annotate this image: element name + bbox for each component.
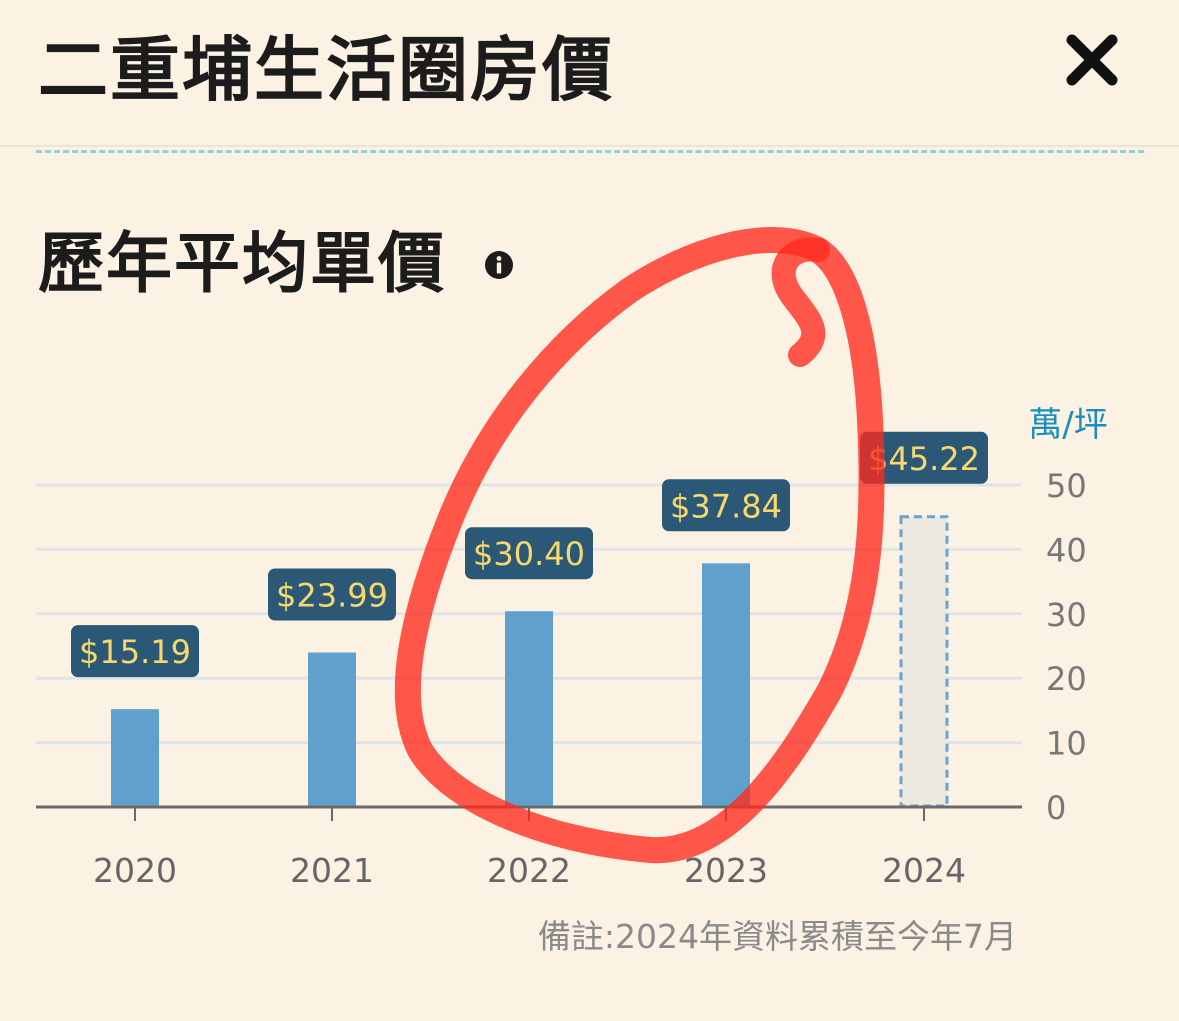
y-tick-label: 30: [1046, 596, 1087, 634]
data-label: $45.22: [868, 440, 980, 478]
close-icon[interactable]: [1062, 30, 1122, 90]
footnote: 備註:2024年資料累積至今年7月: [537, 917, 1017, 956]
data-label-badge: [71, 625, 199, 678]
x-axis: 2020 2021 2022 2023 2024: [36, 805, 1022, 890]
bar-2020[interactable]: [111, 709, 159, 807]
data-label: $23.99: [276, 577, 388, 615]
x-tick-label: 2023: [684, 851, 768, 890]
header: 二重埔生活圈房價: [0, 0, 1179, 147]
y-tick-label: 50: [1046, 467, 1087, 505]
x-tick-label: 2020: [93, 851, 177, 890]
bars: [111, 515, 949, 808]
y-axis-unit: 萬/坪: [1028, 405, 1107, 445]
dashed-divider: [36, 150, 1144, 153]
data-label: $15.19: [79, 633, 191, 671]
hand-drawn-circle-annotation: [394, 227, 885, 864]
data-label: $37.84: [670, 487, 782, 525]
bar-2023[interactable]: [702, 563, 750, 807]
data-label-badge: [662, 479, 790, 532]
x-tick-label: 2024: [882, 851, 966, 890]
x-tick-label: 2022: [487, 851, 571, 890]
data-label-badge: [465, 527, 593, 580]
bar-2024[interactable]: [899, 515, 949, 808]
bar-2021[interactable]: [308, 652, 356, 807]
y-tick-label: 0: [1046, 789, 1066, 827]
section-title: 歷年平均單價: [38, 225, 446, 302]
y-tick-label: 20: [1046, 660, 1087, 698]
y-tick-label: 40: [1046, 531, 1087, 569]
data-label-badge: [268, 568, 396, 621]
data-label: $30.40: [473, 535, 585, 573]
x-tick-label: 2021: [290, 851, 374, 890]
page-title: 二重埔生活圈房價: [38, 29, 614, 111]
y-tick-label: 10: [1046, 725, 1087, 763]
data-label-badge: [860, 431, 988, 484]
data-labels: $15.19 $23.99 $30.40 $37.84 $45.22: [71, 431, 988, 678]
y-axis-ticks: 0 10 20 30 40 50: [1046, 467, 1087, 827]
bar-2022[interactable]: [505, 611, 553, 807]
info-icon[interactable]: [484, 250, 514, 280]
